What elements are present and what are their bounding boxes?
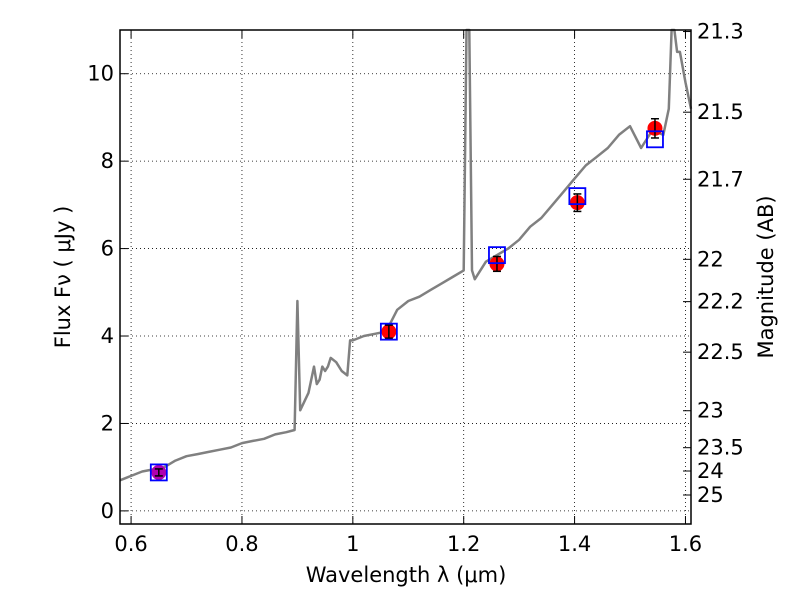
y2-tick-label: 21.3 (697, 20, 744, 44)
y2-tick-label: 22.2 (697, 290, 744, 314)
spectrum-layer (119, 28, 693, 482)
y2-tick-label: 22 (697, 247, 724, 271)
y2-tick-label: 24 (697, 459, 724, 483)
x-tick-label: 0.6 (114, 532, 147, 556)
model-spectrum-line (119, 28, 693, 482)
y-tick-label: 10 (87, 62, 114, 86)
model-photometry-marker (149, 463, 168, 482)
y2-tick-label: 23 (697, 399, 724, 423)
y-tick-label: 0 (101, 499, 114, 523)
x-tick-label: 1.2 (447, 532, 480, 556)
y-axis-title: Flux Fν ( μJy ) (51, 206, 75, 349)
x-tick-label: 1.6 (669, 532, 702, 556)
y2-axis-title: Magnitude (AB) (754, 195, 778, 358)
model-photometry-marker (488, 246, 506, 265)
plot-frame (119, 29, 692, 525)
y2-tick-label: 25 (697, 483, 724, 507)
tick-labels: 0.6 0.8 1 1.2 1.4 1.6024681021.321.521.72222.… (87, 20, 744, 556)
x-tick-label: 0.8 (225, 532, 258, 556)
y2-tick-label: 23.5 (697, 436, 744, 460)
model-photometry-marker (379, 322, 398, 341)
y-tick-label: 6 (101, 237, 114, 261)
y2-tick-label: 21.7 (697, 167, 744, 191)
x-tick-label: 1.4 (558, 532, 591, 556)
model-photometry-marker (568, 187, 587, 206)
x-axis-title: Wavelength λ (μm) (306, 563, 507, 587)
axis-ticks (120, 30, 691, 524)
model-photometry-marker (646, 130, 664, 149)
y-tick-label: 2 (101, 411, 114, 435)
x-tick-label: 1 (346, 532, 359, 556)
marker-layer (149, 117, 664, 482)
y-tick-label: 8 (101, 149, 114, 173)
y2-tick-label: 21.5 (697, 100, 744, 124)
y2-tick-label: 22.5 (697, 340, 744, 364)
y-tick-label: 4 (101, 324, 114, 348)
